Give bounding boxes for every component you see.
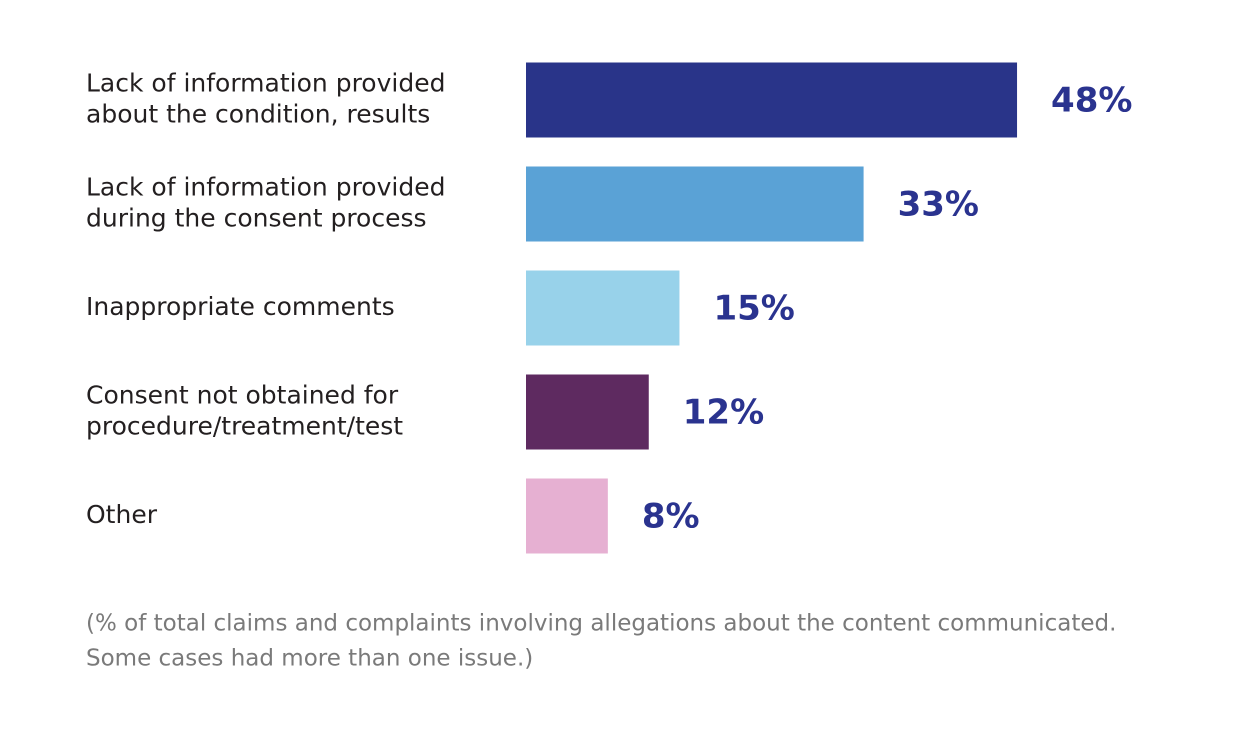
category-label: Consent not obtained for (86, 381, 399, 410)
value-label: 33% (898, 185, 979, 225)
category-label: during the consent process (86, 204, 427, 233)
footnote: Some cases had more than one issue.) (86, 646, 533, 672)
category-label: procedure/treatment/test (86, 412, 403, 441)
value-label: 48% (1051, 81, 1132, 121)
value-label: 15% (713, 289, 794, 329)
bar (526, 374, 649, 450)
category-label: Other (86, 500, 158, 529)
category-label: Lack of information provided (86, 69, 445, 98)
bar (526, 270, 680, 346)
footnote: (% of total claims and complaints involv… (86, 611, 1116, 637)
category-label: Lack of information provided (86, 173, 445, 202)
bar (526, 166, 864, 242)
category-label: Inappropriate comments (86, 292, 395, 321)
category-label: about the condition, results (86, 100, 430, 129)
value-label: 8% (642, 497, 700, 537)
value-label: 12% (683, 393, 764, 433)
bar (526, 478, 608, 554)
bar (526, 62, 1018, 138)
